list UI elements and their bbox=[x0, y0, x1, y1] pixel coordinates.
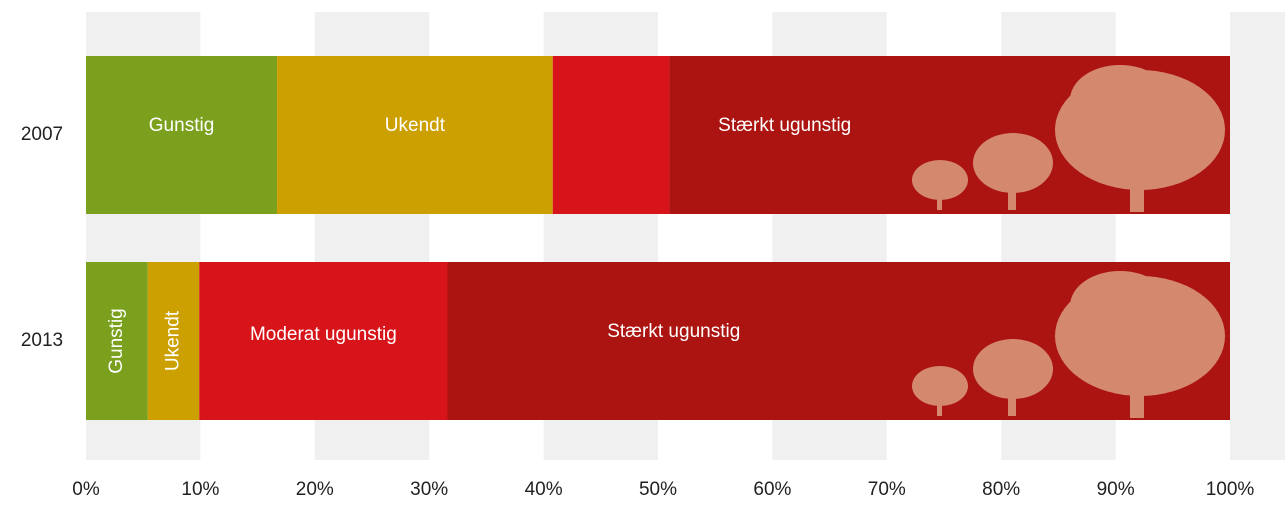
x-tick-label: 30% bbox=[410, 479, 448, 500]
x-tick-label: 90% bbox=[1097, 479, 1135, 500]
segment-label: Ukendt bbox=[385, 115, 446, 136]
x-tick-label: 50% bbox=[639, 479, 677, 500]
segment-label: Gunstig bbox=[106, 308, 127, 373]
x-tick-label: 10% bbox=[181, 479, 219, 500]
x-tick-label: 20% bbox=[296, 479, 334, 500]
x-tick-label: 80% bbox=[982, 479, 1020, 500]
x-tick-label: 100% bbox=[1206, 479, 1255, 500]
segment-label: Gunstig bbox=[149, 115, 214, 136]
segment-label: Stærkt ugunstig bbox=[718, 115, 851, 136]
y-tick-label: 2007 bbox=[21, 124, 63, 145]
bar-segment bbox=[553, 56, 670, 214]
segment-label: Stærkt ugunstig bbox=[607, 321, 740, 342]
x-tick-label: 40% bbox=[525, 479, 563, 500]
chart: 0% 10% 20% 30% 40% 50% 60% 70% 80% 90% 100% 2007 Gun… bbox=[0, 0, 1285, 515]
x-tick-label: 60% bbox=[753, 479, 791, 500]
segment-label: Moderat ugunstig bbox=[250, 324, 397, 345]
grid-band bbox=[1230, 12, 1285, 460]
x-tick-label: 70% bbox=[868, 479, 906, 500]
y-tick-label: 2013 bbox=[21, 330, 63, 351]
x-tick-label: 0% bbox=[72, 479, 100, 500]
segment-label: Ukendt bbox=[163, 310, 184, 371]
